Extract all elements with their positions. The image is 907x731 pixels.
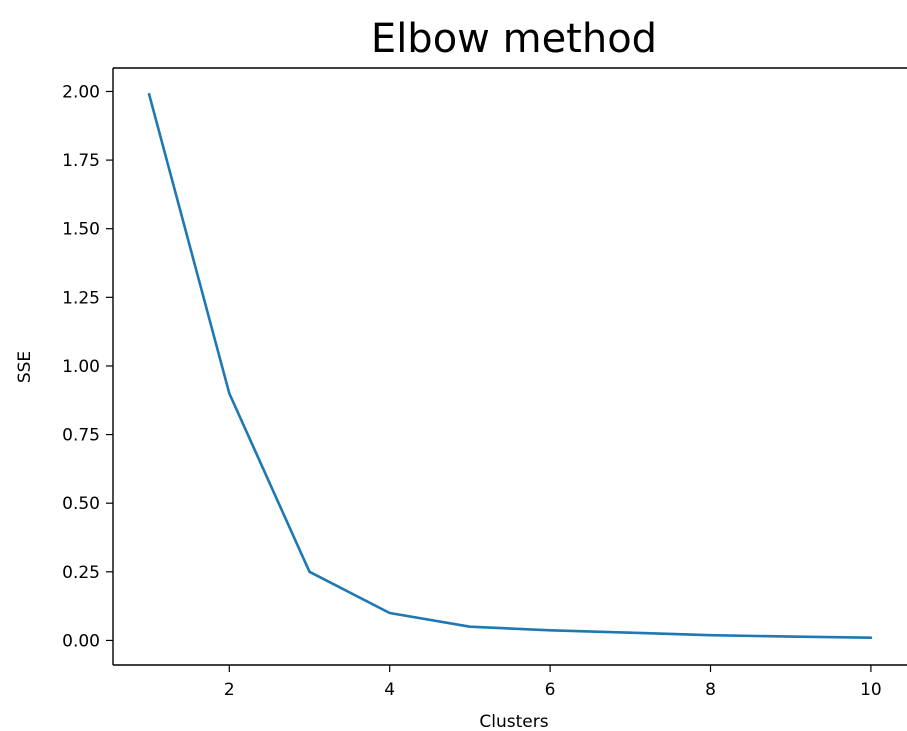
y-tick-label: 0.75 [62,426,100,446]
x-axis-title: Clusters [479,712,548,731]
x-tick-label: 2 [224,680,235,700]
y-tick-label: 1.25 [62,288,100,308]
y-tick-label: 0.00 [62,631,100,651]
y-tick-label: 1.50 [62,220,100,240]
x-tick-label: 10 [860,680,882,700]
y-axis-title: SSE [15,351,35,383]
x-tick-label: 8 [705,680,716,700]
sse-series-line [147,92,873,640]
y-tick-label: 1.00 [62,357,100,377]
chart-title: Elbow method [371,16,657,62]
x-tick-label: 6 [545,680,556,700]
x-tick-label: 4 [384,680,395,700]
y-tick-label: 1.75 [62,151,100,171]
y-tick-label: 0.50 [62,494,100,514]
y-tick-label: 0.25 [62,563,100,583]
y-tick-label: 2.00 [62,82,100,102]
